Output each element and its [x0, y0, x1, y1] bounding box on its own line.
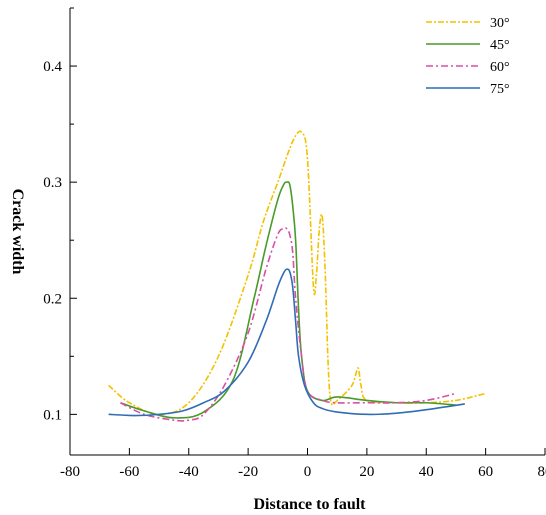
axes: -80 -60 -40 -20 0 20 40 60 80 0.1 0.2 0.3 0.4 — [43, 7, 546, 480]
y-tick-label: 0.1 — [43, 407, 62, 423]
x-tick-label: 80 — [538, 464, 546, 480]
x-tick-label: 60 — [478, 464, 493, 480]
legend: 30° 45° 60° 75° — [426, 16, 510, 97]
x-tick-label: -40 — [179, 464, 199, 480]
legend-label: 60° — [490, 60, 510, 75]
legend-label: 45° — [490, 38, 510, 53]
x-tick-label: 0 — [304, 464, 312, 480]
x-tick-label: -60 — [119, 464, 139, 480]
series-line-4 — [108, 268, 465, 417]
legend-label: 75° — [490, 82, 510, 97]
y-axis-title: Crack width — [9, 189, 26, 275]
x-tick-label: 40 — [419, 464, 434, 480]
x-tick-label: -20 — [238, 464, 258, 480]
x-axis-title: Distance to fault — [254, 496, 367, 513]
series-line-1 — [108, 130, 486, 416]
series-layer — [108, 130, 486, 422]
x-tick-label: -80 — [60, 464, 80, 480]
series-line-2 — [120, 181, 457, 419]
series-line-3 — [120, 227, 457, 422]
legend-label: 30° — [490, 16, 510, 31]
y-tick-label: 0.2 — [43, 291, 62, 307]
y-tick-label: 0.3 — [43, 175, 62, 191]
y-tick-label: 0.4 — [43, 59, 62, 75]
x-tick-label: 20 — [359, 464, 374, 480]
